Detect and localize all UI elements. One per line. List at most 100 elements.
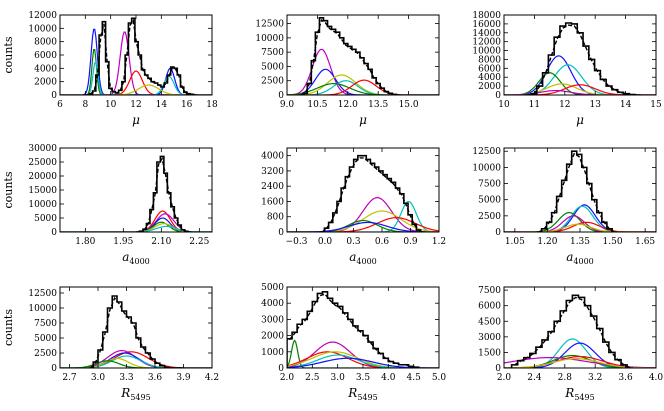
x-axis-label-main: a [566,250,573,264]
x-tick-label: 3.9 [176,373,191,383]
y-tick-label: 7500 [478,286,501,296]
x-tick-label: 18 [206,100,218,110]
x-tick-label: 14 [156,100,168,110]
y-tick-label: 0 [278,91,284,101]
histogram-steps [88,295,184,368]
y-tick-label: 4000 [261,152,284,162]
plot-area [287,291,439,368]
component-curve-magenta [287,197,439,232]
plot-area [60,17,212,95]
y-tick-label: 3000 [261,315,284,325]
x-tick-label: 0.0 [318,237,333,247]
x-tick-label: 12.0 [338,100,358,110]
component-curve-yellow [287,74,439,95]
x-axis-label-main: R [564,386,574,400]
x-tick-label: 2.10 [151,237,171,247]
component-curve-magenta [60,213,212,232]
component-curve-yellow [60,357,212,368]
x-tick-label: 0.9 [403,237,418,247]
x-tick-label: 2.0 [497,373,512,383]
chart-panel-4: 1.80 1.95 2.10 2.25 0 5000 10000 15000 20000 2500… [2,144,213,266]
x-tick-label: 1.20 [537,237,557,247]
y-tick-label: 2500 [34,349,57,359]
chart-panel-9: 2.0 2.4 2.8 3.2 3.6 4.0 0 1500 3000 4500 6000 7500 R… [478,286,663,402]
x-axis-label-main: a [122,250,129,264]
total-fit-curve [538,152,615,232]
y-tick-label: 800 [267,213,284,223]
x-tick-label: 2.25 [189,237,209,247]
y-tick-label: 0 [51,364,57,374]
plot-area [504,294,656,368]
x-axis-label-main: R [347,386,357,400]
x-tick-label: 14 [620,100,632,110]
x-tick-label: 11 [529,100,540,110]
axes-frame [286,147,440,233]
x-tick-label: 3.3 [119,373,134,383]
x-axis-label-main: μ [576,113,584,127]
histogram-steps [287,291,420,368]
x-tick-label: 3.0 [331,373,346,383]
x-tick-label: 10.5 [307,100,327,110]
x-axis-label-sub: 5495 [574,393,594,402]
plot-area [287,17,439,95]
x-axis-label-sub: 4000 [573,257,593,266]
y-tick-label: 4000 [34,64,57,74]
histogram-steps [136,155,192,232]
chart-panel-6: 1.05 1.20 1.35 1.50 1.65 0 2500 5000 7500 10000 12… [472,147,657,266]
chart-panel-7: 2.7 3.0 3.3 3.6 3.9 4.2 0 2500 5000 7500 10000 1250… [2,286,219,402]
y-tick-label: 1500 [478,348,501,358]
axes-frame [59,147,213,233]
x-axis-label-main: μ [132,113,140,127]
x-tick-label: 2.0 [280,373,295,383]
histogram-steps [525,22,641,95]
y-tick-label: 3000 [478,333,501,343]
component-curve-cyan [504,205,656,232]
x-tick-label: 0.3 [346,237,361,247]
chart-panel-5: −0.3 0.0 0.3 0.6 0.9 1.208001600240032004000a… [261,147,446,266]
plot-area [60,295,212,368]
y-tick-label: 12000 [28,11,57,21]
x-tick-label: 13.5 [368,100,388,110]
x-tick-label: 1.80 [75,237,95,247]
chart-panel-3: 10 11 12 13 14 150200040006000800010000120001… [472,11,662,127]
component-curve-green [287,82,439,95]
x-tick-label: 4.0 [649,373,664,383]
x-axis-label-sub: 5495 [357,393,377,402]
y-tick-label: 2000 [34,78,57,88]
y-tick-label: 2500 [478,212,501,222]
x-tick-label: 1.35 [570,237,590,247]
y-tick-label: 4000 [261,299,284,309]
x-axis-label: a4000 [122,250,150,266]
component-curve-red [60,210,212,232]
axes-frame [286,286,440,369]
y-tick-label: 4000 [478,73,501,83]
axes-frame [59,286,213,369]
x-tick-label: 4.0 [381,373,396,383]
y-tick-label: 0 [495,228,501,238]
y-tick-label: 5000 [478,196,501,206]
y-tick-label: 10000 [472,47,501,57]
x-tick-label: 16 [181,100,193,110]
y-tick-label: 7500 [34,319,57,329]
y-tick-label: 12500 [28,289,57,299]
y-tick-label: 6000 [34,51,57,61]
x-axis-label-sub: 5495 [130,393,150,402]
x-axis-label: R5495 [120,386,150,402]
y-tick-label: 5000 [261,62,284,72]
y-tick-label: 2500 [261,77,284,87]
histogram-steps [82,17,197,95]
x-tick-label: −0.3 [286,237,308,247]
x-tick-label: 10 [498,100,510,110]
component-curve-blue [504,55,656,95]
x-tick-label: 2.4 [527,373,542,383]
y-tick-label: 18000 [472,11,501,21]
x-tick-label: 1.05 [505,237,525,247]
component-curve-blue [60,217,212,232]
x-axis-label: μ [132,113,140,127]
x-tick-label: 3.5 [356,373,371,383]
x-tick-label: 1.95 [113,237,133,247]
x-tick-label: 3.2 [588,373,602,383]
y-tick-label: 7500 [261,48,284,58]
chart-panel-2: 9.0 10.5 12.0 13.5 15.0 0 2500 5000 7500 10000 125… [255,14,440,127]
y-tick-label: 8000 [478,55,501,65]
